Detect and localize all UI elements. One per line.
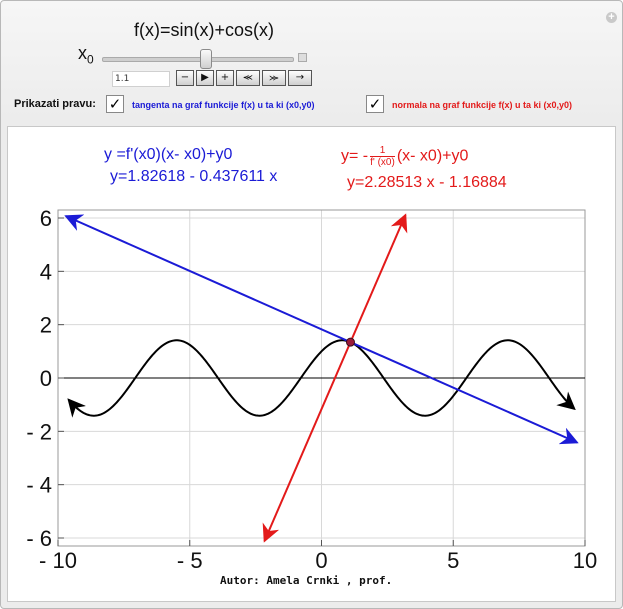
- tangency-point: [345, 337, 355, 347]
- add-icon[interactable]: +: [606, 12, 617, 23]
- x0-slider-track[interactable]: [102, 57, 294, 62]
- y-tick-label: - 2: [26, 419, 52, 444]
- x0-slider-thumb[interactable]: [200, 49, 212, 69]
- direction-button[interactable]: →: [288, 70, 312, 86]
- normal-formula-suffix: (x- x0)+y0: [396, 147, 469, 165]
- tangent-checkbox-label: tangenta na graf funkcije f(x) u ta ki (…: [132, 100, 315, 110]
- y-tick-label: 6: [40, 206, 52, 231]
- faster-button[interactable]: ⪻: [236, 70, 260, 86]
- x0-slider-label: x0: [78, 43, 94, 67]
- y-tick-label: - 4: [26, 473, 52, 498]
- show-line-label: Prikazati pravu:: [14, 98, 96, 110]
- x-tick-label: 5: [447, 548, 459, 573]
- animation-controls: − ▶ + ⪻ ⪼ →: [176, 70, 312, 86]
- fraction-numerator: 1: [370, 145, 395, 157]
- y-tick-label: 2: [40, 313, 52, 338]
- x-tick-label: 0: [315, 548, 327, 573]
- x-tick-label: 10: [573, 548, 597, 573]
- normal-formula-prefix: y= -: [341, 147, 369, 165]
- slower-button[interactable]: ⪼: [262, 70, 286, 86]
- fraction-denominator: f' (x0): [370, 157, 395, 168]
- normal-equation: y=2.28513 x - 1.16884: [347, 174, 507, 191]
- author-credit: Autor: Amela Crnki , prof.: [220, 574, 393, 587]
- y-tick-label: 4: [40, 259, 52, 284]
- x0-value-field[interactable]: 1.1: [112, 71, 170, 87]
- y-tick-label: 0: [40, 366, 52, 391]
- x0-label-subscript: 0: [87, 52, 94, 67]
- increment-button[interactable]: +: [216, 70, 234, 86]
- x-tick-label: - 5: [177, 548, 203, 573]
- function-title: f(x)=sin(x)+cos(x): [134, 20, 275, 40]
- tangent-checkbox[interactable]: ✓: [106, 95, 124, 113]
- tangent-equation: y=1.82618 - 0.437611 x: [110, 168, 278, 185]
- tangent-formula: y =f'(x0)(x- x0)+y0: [104, 146, 233, 163]
- normal-formula-fraction: 1 f' (x0): [370, 145, 395, 168]
- normal-checkbox-label: normala na graf funkcije f(x) u ta ki (x…: [392, 100, 573, 110]
- play-button[interactable]: ▶: [196, 70, 214, 86]
- y-tick-label: - 6: [26, 526, 52, 551]
- x-tick-label: - 10: [39, 548, 77, 573]
- slider-options-icon[interactable]: [298, 53, 307, 62]
- normal-line: [262, 213, 408, 543]
- normal-checkbox[interactable]: ✓: [366, 95, 384, 113]
- x0-label-text: x: [78, 43, 87, 63]
- normal-formula: y= -1 f' (x0) (x- x0)+y0: [341, 145, 468, 168]
- decrement-button[interactable]: −: [176, 70, 194, 86]
